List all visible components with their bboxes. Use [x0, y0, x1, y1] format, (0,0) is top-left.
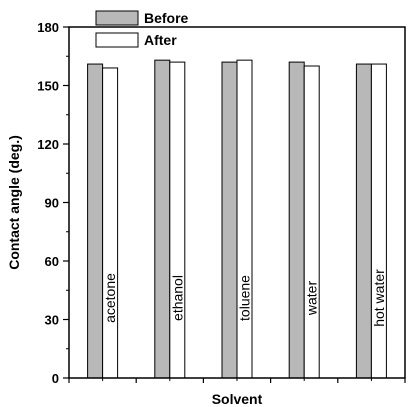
y-tick-label: 30	[45, 313, 59, 328]
y-tick-label: 150	[37, 79, 59, 94]
bar-before-acetone	[87, 63, 104, 379]
x-axis-ticks	[68, 378, 406, 383]
x-axis-title: Solvent	[212, 391, 263, 407]
y-tick-label: 180	[37, 20, 59, 35]
bar-after-water	[303, 65, 320, 379]
legend-label-before: Before	[144, 10, 189, 26]
y-tick-label: 120	[37, 137, 59, 152]
bar-before-ethanol	[154, 59, 171, 379]
y-axis-tick-labels: 0 30 60 90 120 150 180	[37, 20, 59, 386]
bar-group	[87, 59, 387, 379]
category-label-ethanol: ethanol	[169, 275, 185, 321]
y-tick-label: 90	[45, 196, 59, 211]
legend-label-after: After	[144, 32, 177, 48]
category-labels: acetone ethanol toluene water hot water	[102, 269, 387, 327]
bar-after-ethanol	[169, 61, 186, 379]
legend-swatch-after	[95, 32, 139, 48]
y-axis-ticks	[63, 26, 69, 379]
bar-after-hot-water	[370, 63, 387, 379]
category-label-water: water	[304, 281, 320, 317]
y-tick-label: 60	[45, 254, 59, 269]
category-label-acetone: acetone	[102, 273, 118, 323]
y-axis-title: Contact angle (deg.)	[6, 135, 22, 270]
bar-before-water	[288, 61, 305, 379]
bar-after-acetone	[102, 67, 119, 379]
category-label-toluene: toluene	[237, 275, 253, 321]
legend-swatch-before	[95, 10, 139, 26]
y-tick-label: 0	[52, 371, 59, 386]
bar-before-toluene	[221, 61, 238, 379]
bar-before-hot-water	[355, 63, 372, 379]
bar-after-toluene	[236, 59, 253, 379]
category-label-hot-water: hot water	[371, 269, 387, 327]
legend: Before After	[95, 10, 189, 48]
